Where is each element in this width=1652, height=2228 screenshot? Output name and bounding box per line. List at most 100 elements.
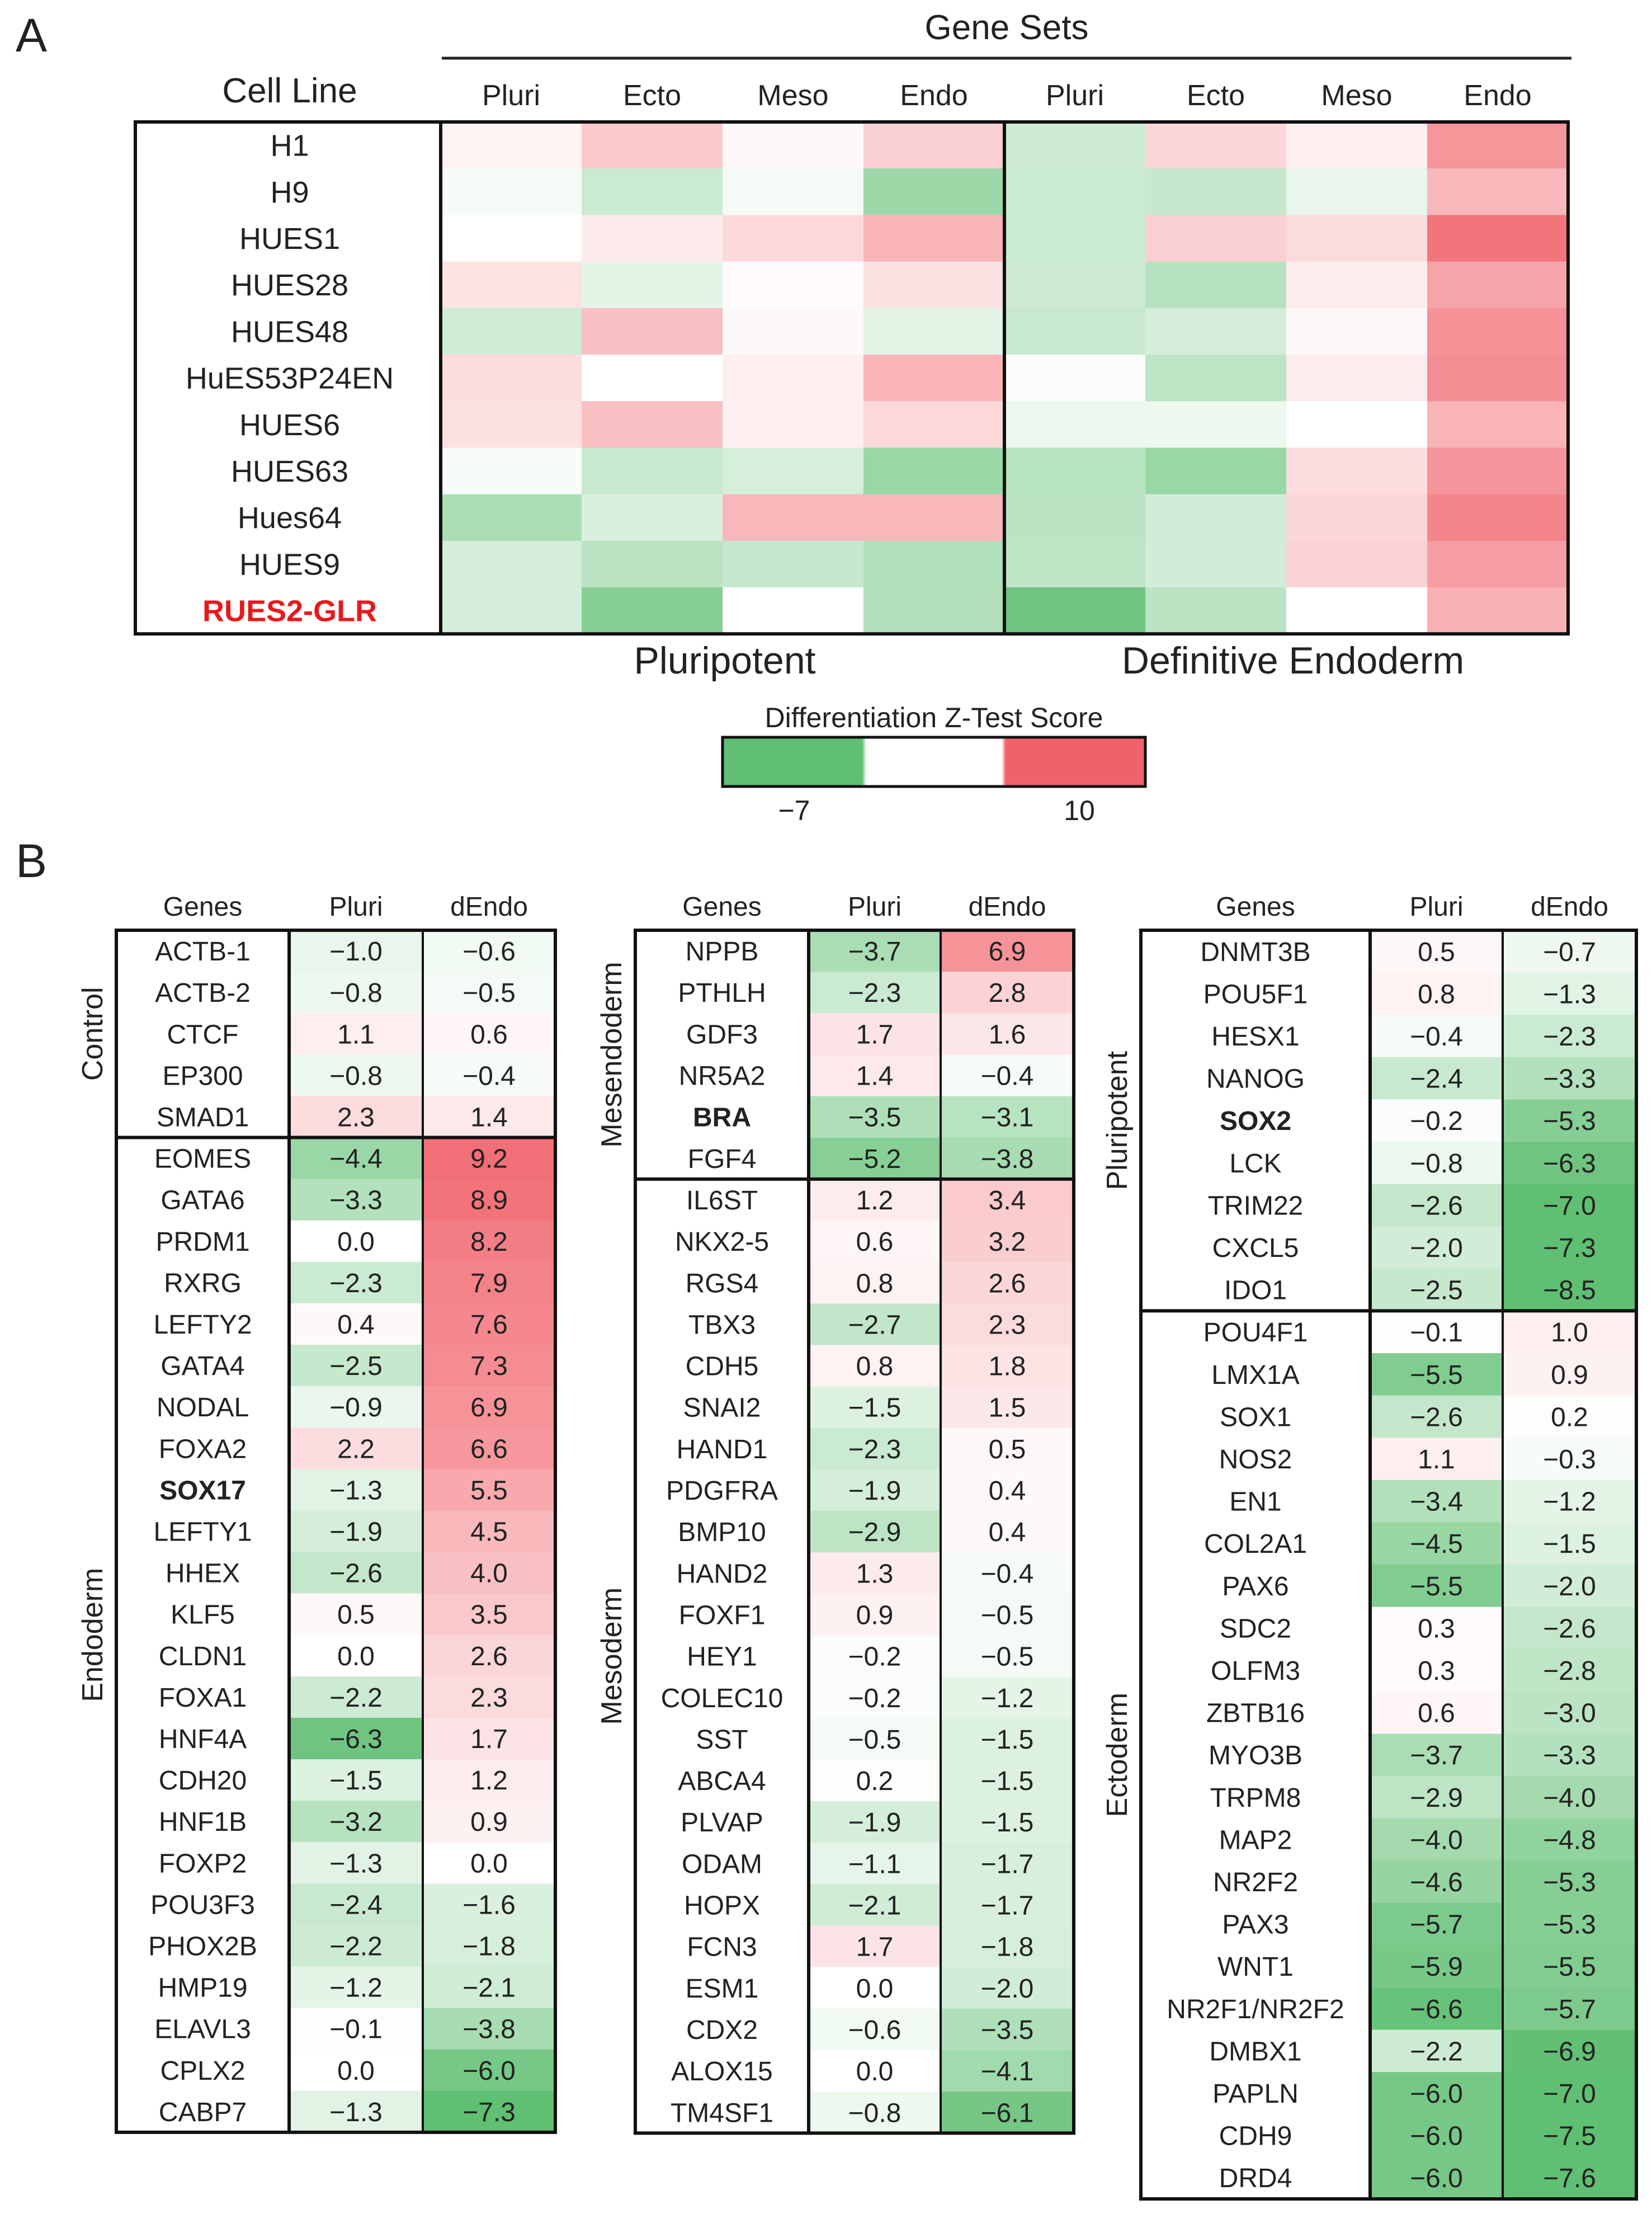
gene-name: CLDN1 <box>159 1642 247 1671</box>
group-label: Endoderm <box>77 1568 109 1702</box>
gene-name: HHEX <box>166 1559 240 1589</box>
gene-name: CPLX2 <box>160 2056 245 2086</box>
dendo-value: −2.3 <box>1543 1022 1596 1052</box>
pluri-cell <box>289 1303 423 1345</box>
dendo-cell <box>423 1345 555 1387</box>
cell-line-header: Cell Line <box>222 72 357 110</box>
pluri-value: −6.6 <box>1410 1995 1463 2024</box>
header-genes: Genes <box>682 892 761 922</box>
pluri-cell <box>1370 1395 1503 1438</box>
dendo-cell <box>1503 1395 1636 1438</box>
pluri-value: −2.9 <box>1410 1783 1463 1813</box>
pluri-cell <box>1370 1565 1503 1608</box>
pluri-value: −2.5 <box>329 1351 383 1381</box>
dendo-cell <box>941 1221 1074 1263</box>
dendo-value: 1.4 <box>470 1103 508 1132</box>
dendo-cell <box>941 1884 1074 1926</box>
heatmap-cell <box>1427 168 1569 215</box>
dendo-value: 7.9 <box>470 1269 508 1298</box>
pluri-value: −4.0 <box>1410 1825 1463 1855</box>
gene-name: LEFTY1 <box>153 1517 252 1547</box>
column-label: Pluri <box>1046 79 1104 112</box>
dendo-cell <box>423 2049 555 2092</box>
dendo-value: −6.0 <box>462 2056 516 2086</box>
pluri-value: 1.2 <box>856 1186 894 1216</box>
heatmap-cell <box>1427 308 1569 355</box>
heatmap-cell <box>1004 587 1146 634</box>
dendo-value: −5.3 <box>1543 1910 1596 1940</box>
dendo-cell <box>423 1925 555 1967</box>
heatmap-cell <box>723 215 864 262</box>
dendo-value: 3.4 <box>989 1186 1026 1216</box>
gene-name: FOXF1 <box>679 1600 766 1630</box>
gene-name: LMX1A <box>1211 1360 1299 1390</box>
pluri-cell <box>289 1428 423 1469</box>
heatmap-cell <box>441 122 582 169</box>
pluri-cell <box>289 1842 423 1884</box>
dendo-value: −7.0 <box>1543 2079 1596 2109</box>
gene-name: ABCA4 <box>678 1767 766 1796</box>
header-dendo: dEndo <box>450 892 528 922</box>
dendo-cell <box>1503 1776 1636 1819</box>
gene-name: ALOX15 <box>671 2057 772 2086</box>
dendo-value: 6.6 <box>470 1434 508 1464</box>
heatmap-cell <box>1145 215 1287 262</box>
gene-name: NPPB <box>686 937 759 967</box>
gene-name: SOX2 <box>1220 1106 1291 1136</box>
pluri-value: −3.5 <box>848 1103 901 1133</box>
gene-sets-title: Gene Sets <box>925 8 1089 47</box>
gene-name: ZBTB16 <box>1206 1699 1305 1728</box>
heatmap-cell <box>863 355 1005 402</box>
pluri-cell <box>1370 1607 1503 1650</box>
heatmap-cell <box>1427 540 1569 588</box>
gene-name: RGS4 <box>686 1269 759 1298</box>
dendo-cell <box>1503 1522 1636 1565</box>
legend-title: Differentiation Z-Test Score <box>765 702 1103 733</box>
pluri-cell <box>1370 2072 1503 2115</box>
cell-line-label: HUES1 <box>239 222 340 256</box>
pluri-value: −3.3 <box>329 1186 383 1216</box>
gene-name: SST <box>696 1725 748 1755</box>
dendo-cell <box>423 2090 555 2133</box>
gene-name: ACTB-1 <box>155 937 251 967</box>
heatmap-cell <box>441 215 582 262</box>
dendo-cell <box>1503 1268 1636 1311</box>
heatmap-cell <box>441 261 582 309</box>
heatmap-cell <box>1427 215 1569 262</box>
dendo-cell <box>423 1883 555 1925</box>
dendo-value: −4.8 <box>1543 1825 1596 1855</box>
pluri-value: 0.9 <box>856 1600 894 1630</box>
dendo-cell <box>423 1552 555 1594</box>
pluri-cell <box>289 972 423 1014</box>
gene-name: FOXP2 <box>159 1849 247 1878</box>
cell-line-label: H9 <box>270 176 309 209</box>
heatmap-cell <box>863 587 1005 634</box>
dendo-cell <box>1503 1860 1636 1904</box>
dendo-cell <box>941 1760 1074 1802</box>
pluri-cell <box>289 1635 423 1677</box>
dendo-cell <box>1503 1057 1636 1100</box>
gene-name: WNT1 <box>1217 1952 1294 1982</box>
heatmap-cell <box>723 494 864 541</box>
pluri-value: −2.4 <box>329 1890 383 1920</box>
dendo-value: −7.3 <box>462 2098 516 2127</box>
dendo-cell <box>423 1428 555 1469</box>
pluri-cell <box>289 1137 423 1180</box>
gene-name: CDX2 <box>686 2015 758 2045</box>
gene-name: EOMES <box>154 1144 251 1174</box>
pluri-value: −1.9 <box>848 1476 901 1506</box>
pluri-value: −0.8 <box>329 1061 383 1091</box>
gene-name: ODAM <box>682 1849 762 1879</box>
pluri-value: −0.1 <box>329 2015 383 2045</box>
dendo-value: −8.5 <box>1543 1276 1596 1306</box>
group-label: Mesendoderm <box>596 962 628 1147</box>
pluri-cell <box>289 1013 423 1055</box>
dendo-cell <box>1503 930 1636 973</box>
heatmap-cell <box>863 540 1005 588</box>
dendo-cell <box>941 1386 1074 1429</box>
dendo-value: −5.3 <box>1543 1106 1596 1136</box>
dendo-value: 8.9 <box>470 1186 508 1216</box>
heatmap-cell <box>582 540 723 588</box>
dendo-cell <box>941 1718 1074 1760</box>
dendo-cell <box>423 1179 555 1221</box>
